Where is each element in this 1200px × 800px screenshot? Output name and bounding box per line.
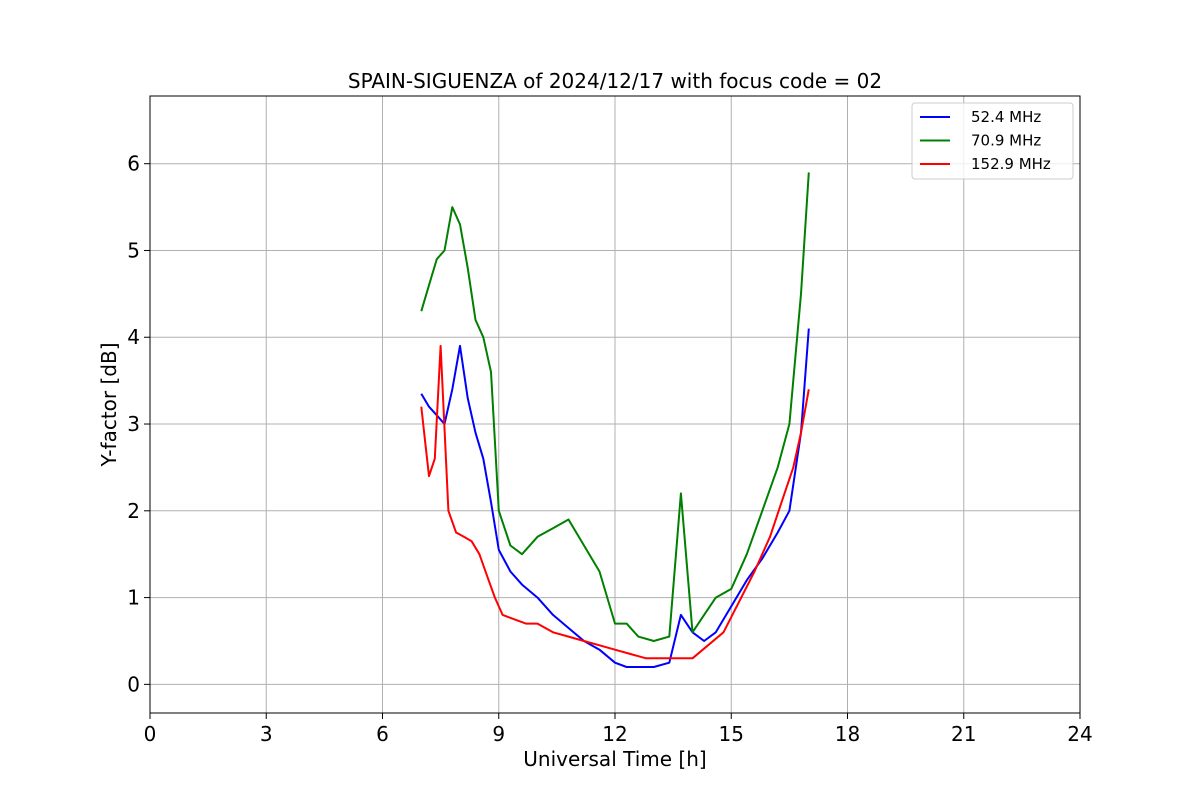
- x-tick-label: 18: [835, 722, 860, 746]
- x-axis-label: Universal Time [h]: [523, 747, 706, 771]
- y-tick-label: 4: [127, 325, 140, 349]
- x-tick-label: 6: [376, 722, 389, 746]
- x-tick-label: 9: [492, 722, 505, 746]
- x-tick-label: 24: [1067, 722, 1092, 746]
- y-tick-label: 6: [127, 152, 140, 176]
- chart-title: SPAIN-SIGUENZA of 2024/12/17 with focus …: [348, 69, 882, 93]
- legend-label: 52.4 MHz: [971, 108, 1041, 126]
- legend-label: 152.9 MHz: [971, 155, 1051, 173]
- y-tick-label: 3: [127, 412, 140, 436]
- y-tick-label: 1: [127, 586, 140, 610]
- x-tick-label: 15: [719, 722, 744, 746]
- legend-label: 70.9 MHz: [971, 132, 1041, 150]
- y-tick-label: 5: [127, 238, 140, 262]
- y-tick-label: 2: [127, 499, 140, 523]
- y-tick-label: 0: [127, 672, 140, 696]
- x-tick-label: 12: [602, 722, 627, 746]
- legend: 52.4 MHz 70.9 MHz 152.9 MHz: [911, 102, 1074, 180]
- x-tick-label: 3: [260, 722, 273, 746]
- series-line-1: [420, 328, 810, 668]
- x-tick-label: 0: [144, 722, 157, 746]
- legend-box: [911, 102, 1074, 180]
- y-axis-label: Y-factor [dB]: [97, 342, 121, 467]
- x-tick-label: 21: [951, 722, 976, 746]
- series-layer: [420, 172, 810, 668]
- series-line-3: [420, 344, 810, 660]
- series-line-2: [420, 172, 810, 642]
